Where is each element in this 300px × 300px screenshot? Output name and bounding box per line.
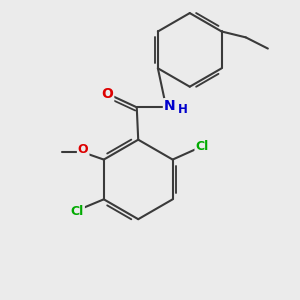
Text: Cl: Cl — [196, 140, 209, 153]
Text: O: O — [78, 143, 88, 156]
Text: O: O — [101, 87, 113, 101]
Text: Cl: Cl — [71, 205, 84, 218]
Text: H: H — [178, 103, 187, 116]
Text: N: N — [164, 99, 176, 113]
